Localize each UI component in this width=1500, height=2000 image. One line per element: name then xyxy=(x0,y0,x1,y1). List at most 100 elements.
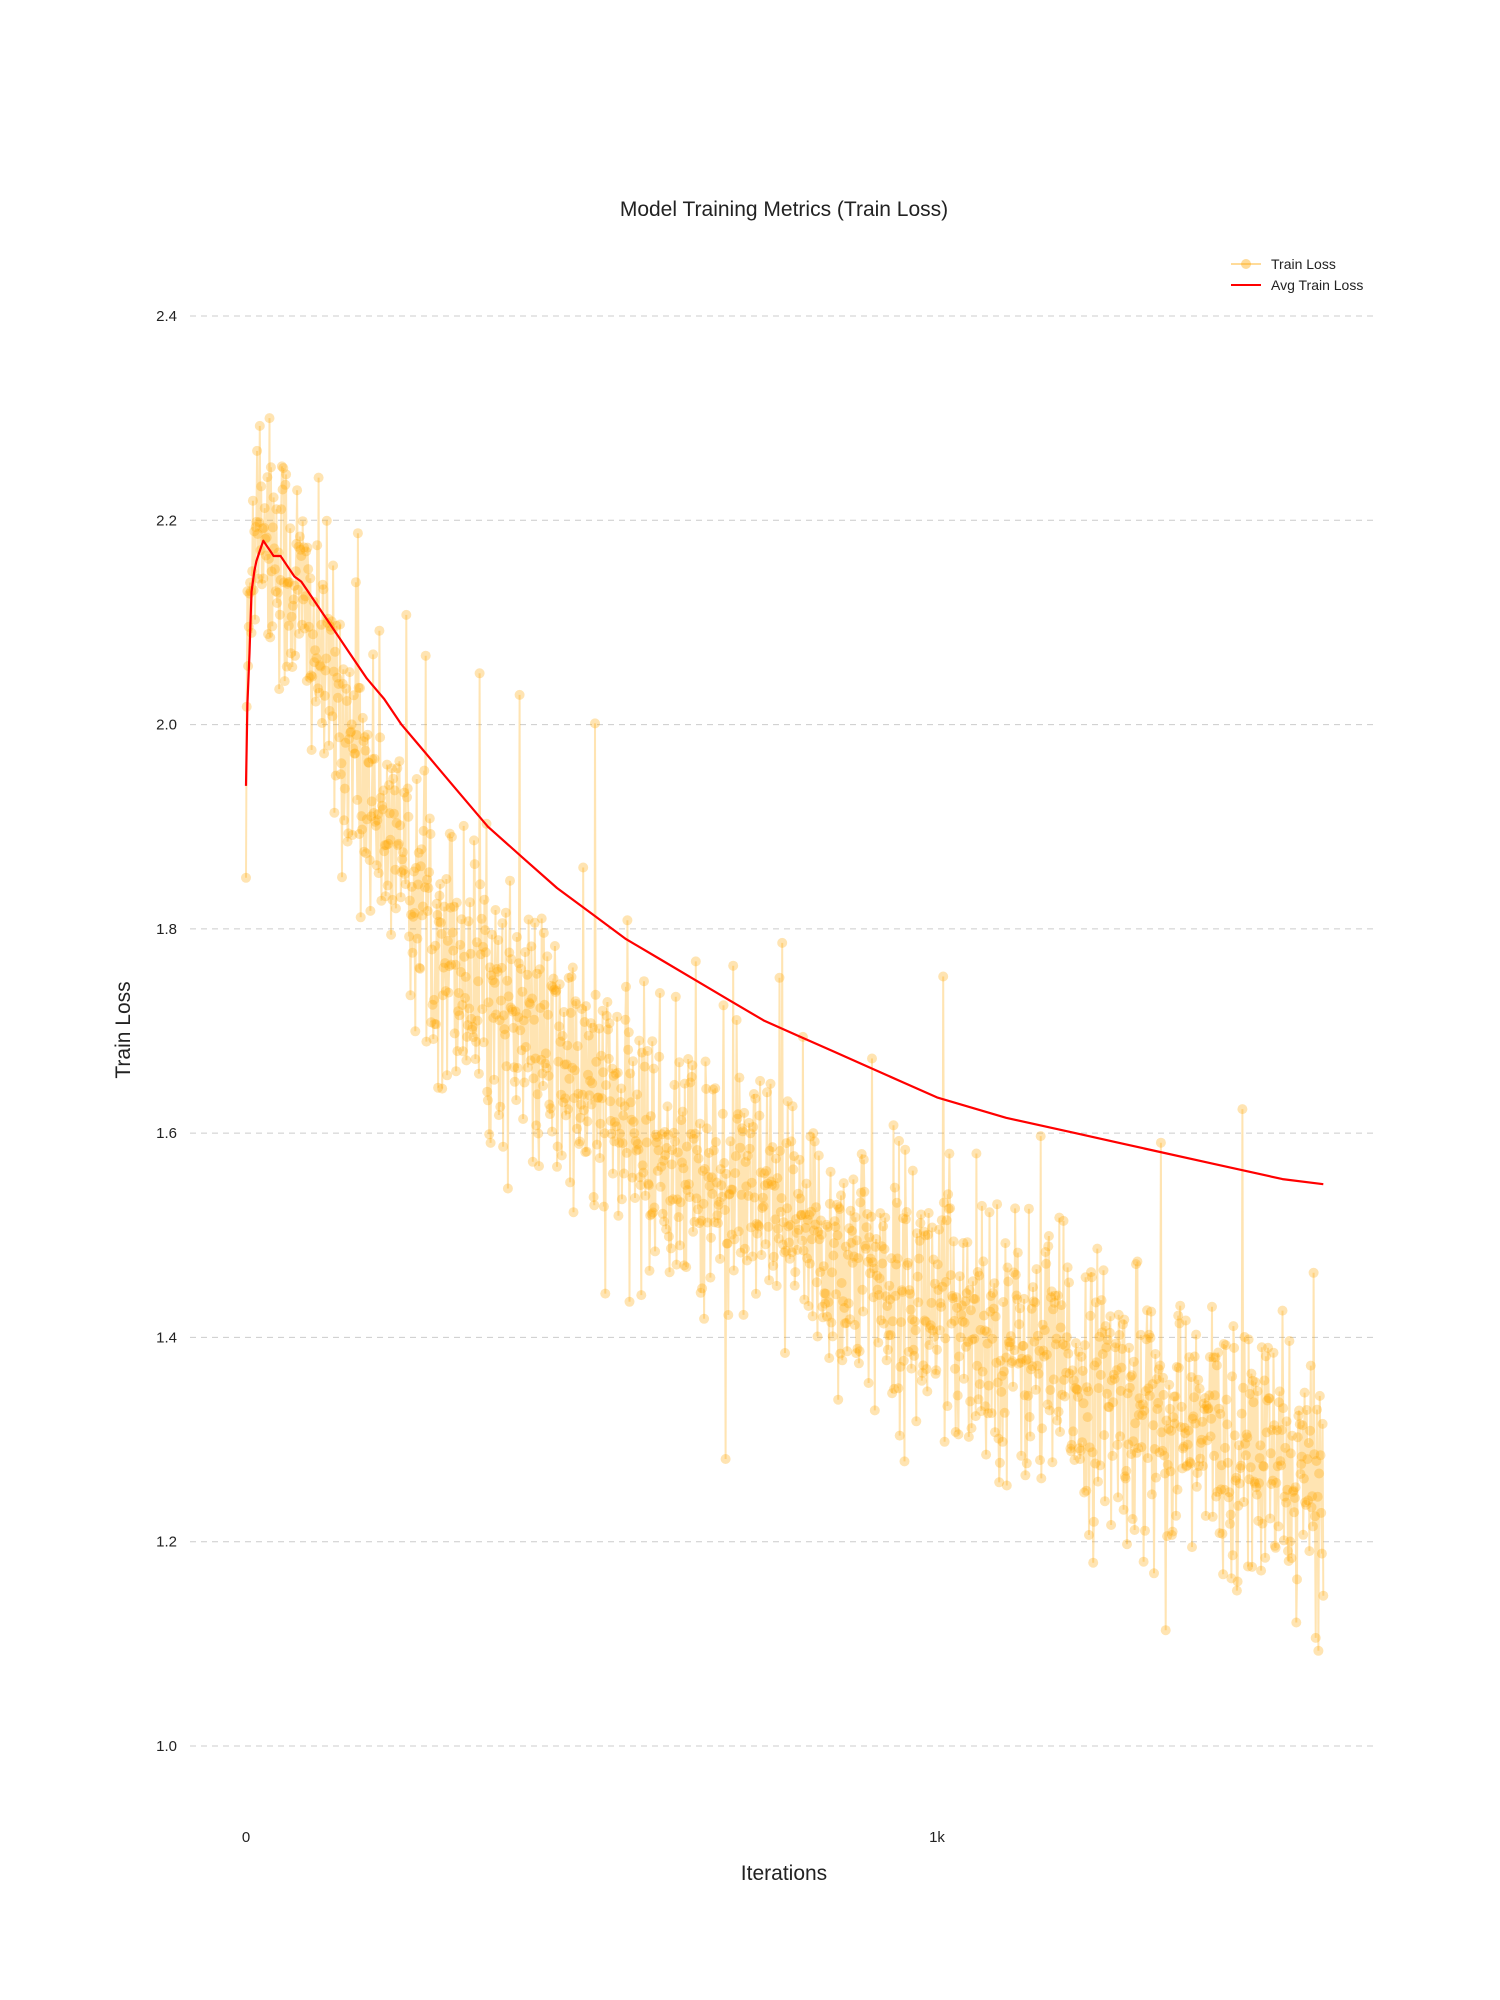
train-loss-point xyxy=(696,1215,707,1226)
train-loss-point xyxy=(844,1223,855,1234)
train-loss-point xyxy=(315,661,326,672)
train-loss-point xyxy=(688,1133,699,1144)
y-tick-label: 2.2 xyxy=(156,512,177,529)
train-loss-point xyxy=(1187,1542,1197,1553)
train-loss-point xyxy=(827,1331,838,1342)
train-loss-point xyxy=(1148,1420,1159,1431)
train-loss-point xyxy=(544,1099,555,1110)
train-loss-point xyxy=(932,1344,942,1355)
train-loss-point xyxy=(353,682,364,693)
train-loss-point xyxy=(624,1296,635,1307)
train-loss-point xyxy=(1175,1300,1186,1311)
train-loss-point xyxy=(1024,1412,1035,1422)
train-loss-point xyxy=(442,935,453,946)
train-loss-point xyxy=(988,1288,998,1298)
train-loss-point xyxy=(883,1330,894,1341)
train-loss-point xyxy=(639,1061,650,1072)
train-loss-point xyxy=(444,961,455,972)
train-loss-point xyxy=(474,668,485,679)
train-loss-point xyxy=(537,1068,548,1079)
train-loss-point xyxy=(818,1312,828,1323)
train-loss-point xyxy=(980,1401,991,1412)
train-loss-point xyxy=(1077,1365,1088,1376)
train-loss-point xyxy=(1208,1352,1219,1363)
train-loss-point xyxy=(382,759,392,770)
train-loss-point xyxy=(961,1341,971,1352)
train-loss-point xyxy=(1239,1332,1250,1342)
train-loss-point xyxy=(599,1128,610,1139)
train-loss-point xyxy=(825,1166,836,1177)
train-loss-point xyxy=(674,1057,685,1068)
train-loss-point xyxy=(1291,1617,1302,1628)
train-loss-point xyxy=(946,1318,957,1329)
train-loss-point xyxy=(614,1137,625,1148)
train-loss-point xyxy=(447,927,458,938)
train-loss-point xyxy=(1052,1290,1063,1301)
train-loss-point xyxy=(897,1286,908,1297)
train-loss-point xyxy=(931,1365,942,1376)
train-loss-point xyxy=(864,1232,875,1243)
train-loss-point xyxy=(792,1244,803,1255)
train-loss-point xyxy=(529,1014,540,1025)
train-loss-point xyxy=(1235,1463,1246,1474)
train-loss-point xyxy=(370,816,381,827)
train-loss-point xyxy=(298,594,309,605)
train-loss-point xyxy=(678,1163,689,1174)
train-loss-point xyxy=(413,879,424,890)
train-loss-point xyxy=(923,1229,933,1240)
train-loss-point xyxy=(583,1030,594,1041)
train-loss-point xyxy=(352,528,363,539)
train-loss-point xyxy=(891,1259,902,1270)
train-loss-point xyxy=(360,745,371,756)
train-loss-point xyxy=(618,1110,629,1121)
train-loss-point xyxy=(1013,1358,1024,1369)
train-loss-point xyxy=(876,1241,887,1252)
train-loss-point xyxy=(730,1151,741,1162)
train-loss-point xyxy=(1075,1454,1085,1465)
train-loss-point xyxy=(976,1406,987,1417)
train-loss-point xyxy=(938,1197,949,1208)
train-loss-point xyxy=(740,1157,751,1167)
train-loss-point xyxy=(688,1226,699,1237)
train-loss-point xyxy=(476,913,487,924)
train-loss-point xyxy=(1004,1341,1015,1352)
train-loss-point xyxy=(421,1036,432,1047)
train-loss-point xyxy=(649,1202,660,1213)
legend-label-train-loss: Train Loss xyxy=(1271,256,1336,272)
train-loss-point xyxy=(984,1207,995,1218)
train-loss-point xyxy=(1178,1443,1188,1454)
train-loss-point xyxy=(637,1160,648,1171)
train-loss-point xyxy=(560,1093,571,1104)
train-loss-point xyxy=(896,1285,907,1296)
train-loss-point xyxy=(1278,1403,1289,1414)
train-loss-point xyxy=(857,1284,868,1295)
train-loss-point xyxy=(1043,1231,1054,1241)
train-loss-point xyxy=(493,935,504,946)
train-loss-point xyxy=(941,1215,952,1226)
train-loss-point xyxy=(1257,1518,1268,1529)
train-loss-point xyxy=(603,1024,614,1035)
train-loss-point xyxy=(967,1334,978,1345)
train-loss-point xyxy=(277,484,288,495)
train-loss-point xyxy=(372,815,383,826)
train-loss-point xyxy=(907,1314,918,1325)
train-loss-point xyxy=(410,1026,421,1037)
train-loss-point xyxy=(679,1260,690,1271)
train-loss-point xyxy=(1033,1368,1044,1379)
train-loss-point xyxy=(1268,1347,1279,1358)
train-loss-point xyxy=(1112,1439,1123,1450)
train-loss-point xyxy=(272,598,283,608)
train-loss-point xyxy=(1105,1311,1116,1322)
train-loss-point xyxy=(1079,1340,1090,1351)
train-loss-point xyxy=(780,1245,791,1256)
train-loss-point xyxy=(462,1031,473,1042)
train-loss-point xyxy=(1117,1343,1128,1354)
train-loss-point xyxy=(874,1273,885,1284)
train-loss-point xyxy=(802,1253,813,1264)
train-loss-point xyxy=(927,1222,938,1233)
train-loss-point xyxy=(1102,1388,1112,1399)
train-loss-point xyxy=(484,962,495,973)
train-loss-point xyxy=(1182,1439,1193,1450)
train-loss-point xyxy=(1147,1379,1158,1390)
train-loss-point xyxy=(920,1316,931,1327)
